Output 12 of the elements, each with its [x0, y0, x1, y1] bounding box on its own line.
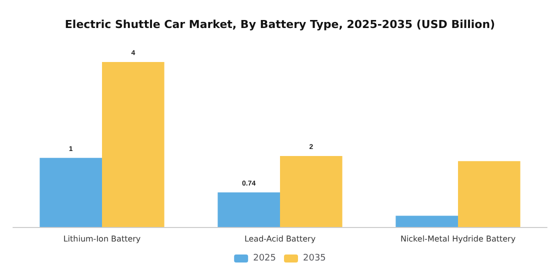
legend-label: 2035 [303, 254, 326, 264]
bar [280, 156, 342, 227]
bar [396, 216, 458, 227]
legend-label: 2025 [253, 254, 276, 264]
chart-title: Electric Shuttle Car Market, By Battery Type, 2025-2035 (USD Billion) [64, 18, 496, 31]
x-tick-label: Lithium-Ion Battery [63, 234, 141, 244]
bar [40, 158, 102, 227]
x-tick-label: Lead-Acid Battery [244, 234, 316, 244]
bar [102, 62, 164, 227]
x-tick-label: Nickel-Metal Hydride Battery [400, 234, 516, 244]
bar [458, 161, 520, 227]
bar [218, 192, 280, 227]
